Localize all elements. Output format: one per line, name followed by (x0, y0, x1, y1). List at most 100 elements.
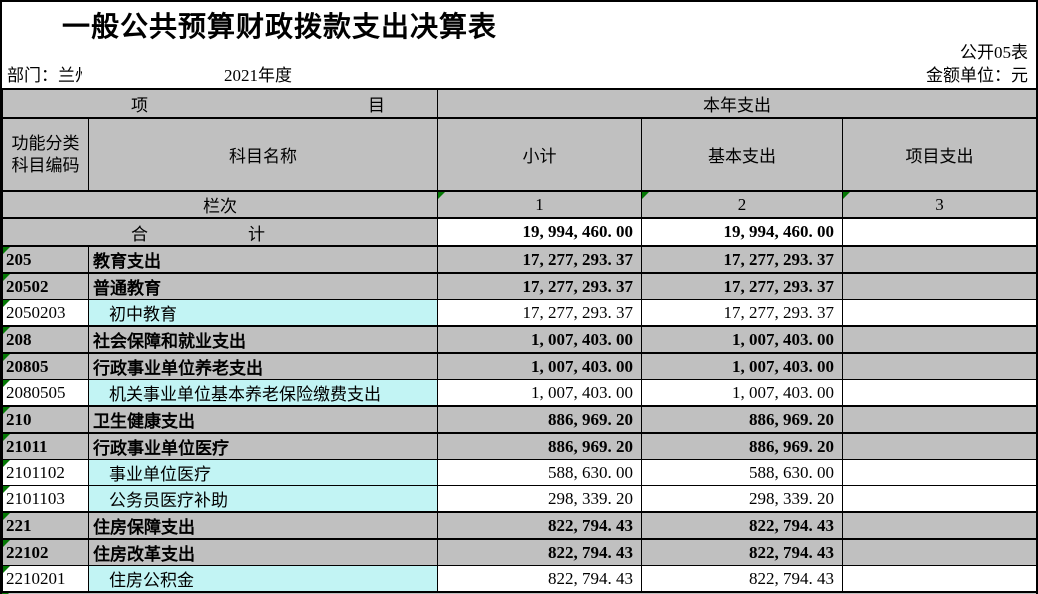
cell-subject-name[interactable]: 住房改革支出 (88, 538, 438, 566)
stored-as-text-indicator-icon (843, 192, 850, 199)
cell-function-code[interactable]: 22102 (2, 538, 89, 566)
stored-as-text-indicator-icon (3, 566, 10, 573)
table-row: 20805 行政事业单位养老支出 1, 007, 403. 00 1, 007, 40… (2, 352, 1036, 380)
cell-project-expenditure[interactable] (842, 565, 1036, 593)
cell-function-code[interactable]: 205 (2, 245, 89, 274)
form-code: 公开05表 (960, 43, 1028, 62)
header-subject-name[interactable]: 科目名称 (88, 117, 438, 192)
total-label-cell[interactable]: 合 计 (2, 217, 438, 247)
total-subtotal-cell[interactable]: 19, 994, 460. 00 (437, 217, 642, 247)
cell-subtotal[interactable]: 822, 794. 43 (437, 565, 642, 593)
cell-project-expenditure[interactable] (842, 485, 1036, 513)
cell-basic-expenditure[interactable]: 1, 007, 403. 00 (641, 352, 843, 380)
total-project-cell[interactable] (842, 217, 1036, 247)
header-function-code[interactable]: 功能分类 科目编码 (2, 117, 89, 192)
cell-function-code[interactable]: 21011 (2, 432, 89, 460)
cell-basic-expenditure[interactable]: 17, 277, 293. 37 (641, 272, 843, 300)
table-row: 208 社会保障和就业支出 1, 007, 403. 00 1, 007, 403. … (2, 325, 1036, 354)
cell-subject-name[interactable]: 初中教育 (88, 299, 438, 327)
cell-subtotal[interactable]: 1, 007, 403. 00 (437, 379, 642, 407)
header-subtotal[interactable]: 小计 (437, 117, 642, 192)
cell-basic-expenditure[interactable]: 17, 277, 293. 37 (641, 245, 843, 274)
cell-basic-expenditure[interactable]: 298, 339. 20 (641, 485, 843, 513)
cell-project-expenditure[interactable] (842, 379, 1036, 407)
cell-function-code[interactable]: 2050203 (2, 299, 89, 327)
cell-basic-expenditure[interactable]: 822, 794. 43 (641, 511, 843, 540)
stored-as-text-indicator-icon (3, 434, 10, 441)
cell-project-expenditure[interactable] (842, 511, 1036, 540)
cell-subtotal[interactable]: 1, 007, 403. 00 (437, 325, 642, 354)
table-row: 21011 行政事业单位医疗 886, 969. 20 886, 969. 20 (2, 432, 1036, 460)
cell-function-code[interactable]: 208 (2, 325, 89, 354)
cell-function-code[interactable]: 20805 (2, 352, 89, 380)
cell-basic-expenditure[interactable]: 588, 630. 00 (641, 459, 843, 486)
cell-basic-expenditure[interactable]: 886, 969. 20 (641, 405, 843, 434)
column-number-1[interactable]: 1 (437, 190, 642, 219)
stored-as-text-indicator-icon (3, 486, 10, 493)
cell-subject-name[interactable]: 行政事业单位医疗 (88, 432, 438, 460)
cell-basic-expenditure[interactable]: 1, 007, 403. 00 (641, 325, 843, 354)
stored-as-text-indicator-icon (3, 540, 10, 547)
header-project-group[interactable]: 项 目 (2, 88, 438, 119)
cell-subject-name[interactable]: 普通教育 (88, 272, 438, 300)
header-project-expenditure[interactable]: 项目支出 (842, 117, 1036, 192)
cell-subtotal[interactable]: 886, 969. 20 (437, 432, 642, 460)
cell-subject-name[interactable]: 住房保障支出 (88, 511, 438, 540)
cell-project-expenditure[interactable] (842, 272, 1036, 300)
cell-subject-name[interactable]: 卫生健康支出 (88, 405, 438, 434)
column-number-3[interactable]: 3 (842, 190, 1036, 219)
cell-subject-name[interactable]: 公务员医疗补助 (88, 485, 438, 513)
cell-project-expenditure[interactable] (842, 538, 1036, 566)
cell-function-code[interactable]: 210 (2, 405, 89, 434)
cell-subtotal[interactable]: 298, 339. 20 (437, 485, 642, 513)
cell-project-expenditure[interactable] (842, 459, 1036, 486)
cell-basic-expenditure[interactable]: 822, 794. 43 (641, 538, 843, 566)
cell-subtotal[interactable]: 822, 794. 43 (437, 538, 642, 566)
cell-basic-expenditure[interactable]: 822, 794. 43 (641, 565, 843, 593)
cell-subtotal[interactable]: 886, 969. 20 (437, 405, 642, 434)
cell-subject-name[interactable]: 教育支出 (88, 245, 438, 274)
cell-function-code[interactable]: 2210201 (2, 565, 89, 593)
expenditure-table: 项 目 本年支出 功能分类 科目编码 科目名称 小计 基本支出 项目支出 栏次 (2, 88, 1036, 593)
table-row: 205 教育支出 17, 277, 293. 37 17, 277, 293. 37 (2, 245, 1036, 274)
cell-subtotal[interactable]: 822, 794. 43 (437, 511, 642, 540)
cell-subtotal[interactable]: 1, 007, 403. 00 (437, 352, 642, 380)
stored-as-text-indicator-icon (3, 514, 10, 520)
cell-function-code[interactable]: 2080505 (2, 379, 89, 407)
cell-project-expenditure[interactable] (842, 245, 1036, 274)
stored-as-text-indicator-icon (3, 274, 10, 281)
cell-project-expenditure[interactable] (842, 299, 1036, 327)
cell-subject-name[interactable]: 社会保障和就业支出 (88, 325, 438, 354)
table-row: 2080505 机关事业单位基本养老保险缴费支出 1, 007, 403. 00 1,… (2, 379, 1036, 407)
cell-subject-name[interactable]: 行政事业单位养老支出 (88, 352, 438, 380)
cell-basic-expenditure[interactable]: 886, 969. 20 (641, 432, 843, 460)
cell-subtotal[interactable]: 588, 630. 00 (437, 459, 642, 486)
cell-subtotal[interactable]: 17, 277, 293. 37 (437, 272, 642, 300)
unit-label: 金额单位：元 (926, 66, 1028, 85)
cell-subtotal[interactable]: 17, 277, 293. 37 (437, 299, 642, 327)
stored-as-text-indicator-icon (3, 248, 10, 254)
cell-basic-expenditure[interactable]: 17, 277, 293. 37 (641, 299, 843, 327)
cell-project-expenditure[interactable] (842, 352, 1036, 380)
cell-project-expenditure[interactable] (842, 325, 1036, 354)
cell-subject-name[interactable]: 机关事业单位基本养老保险缴费支出 (88, 379, 438, 407)
cell-function-code[interactable]: 20502 (2, 272, 89, 300)
cell-project-expenditure[interactable] (842, 432, 1036, 460)
cell-function-code[interactable]: 221 (2, 511, 89, 540)
cell-project-expenditure[interactable] (842, 405, 1036, 434)
total-basic-cell[interactable]: 19, 994, 460. 00 (641, 217, 843, 247)
cell-subtotal[interactable]: 17, 277, 293. 37 (437, 245, 642, 274)
stored-as-text-indicator-icon (3, 354, 10, 361)
cell-function-code[interactable]: 2101102 (2, 459, 89, 486)
header-current-year-expenditure[interactable]: 本年支出 (437, 88, 1036, 119)
header-basic-expenditure[interactable]: 基本支出 (641, 117, 843, 192)
table-row: 20502 普通教育 17, 277, 293. 37 17, 277, 293. 3… (2, 272, 1036, 300)
column-number-2[interactable]: 2 (641, 190, 843, 219)
title-area: 一般公共预算财政拨款支出决算表 公开05表 部门：兰州 2021年度 金额单位：元 (2, 2, 1036, 88)
cell-function-code[interactable]: 2101103 (2, 485, 89, 513)
cell-basic-expenditure[interactable]: 1, 007, 403. 00 (641, 379, 843, 407)
cell-subject-name[interactable]: 事业单位医疗 (88, 459, 438, 486)
cell-subject-name[interactable]: 住房公积金 (88, 565, 438, 593)
department-label: 部门： (7, 66, 58, 85)
rank-label-cell[interactable]: 栏次 (2, 190, 438, 219)
